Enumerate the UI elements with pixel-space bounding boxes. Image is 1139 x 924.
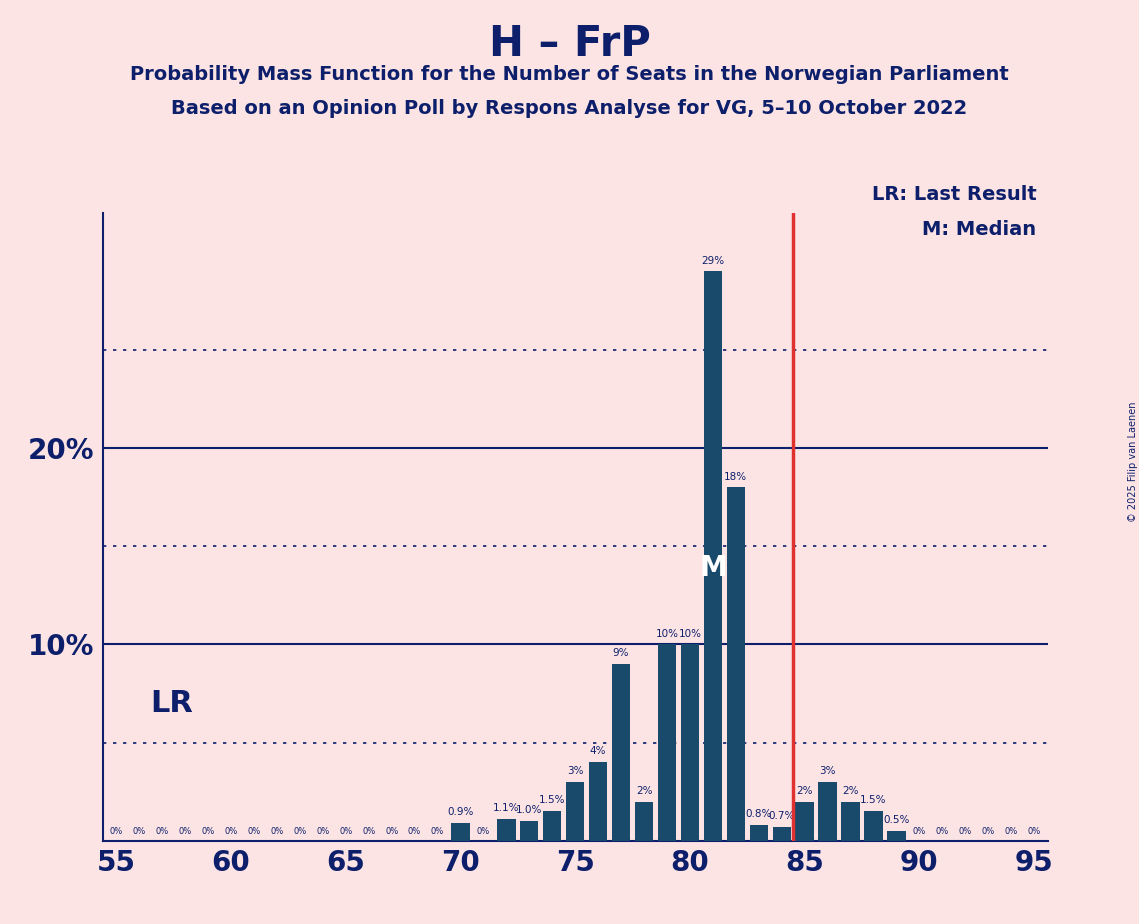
Bar bbox=[865, 811, 883, 841]
Text: 0%: 0% bbox=[912, 827, 926, 836]
Text: 0%: 0% bbox=[1027, 827, 1041, 836]
Text: 0%: 0% bbox=[156, 827, 169, 836]
Text: 1.5%: 1.5% bbox=[539, 796, 565, 806]
Text: 0%: 0% bbox=[293, 827, 306, 836]
Text: 0%: 0% bbox=[179, 827, 191, 836]
Text: 0%: 0% bbox=[202, 827, 214, 836]
Text: 2%: 2% bbox=[796, 785, 813, 796]
Text: 18%: 18% bbox=[724, 471, 747, 481]
Text: 9%: 9% bbox=[613, 649, 630, 658]
Text: 0.5%: 0.5% bbox=[883, 815, 910, 825]
Text: Probability Mass Function for the Number of Seats in the Norwegian Parliament: Probability Mass Function for the Number… bbox=[130, 65, 1009, 84]
Text: 0%: 0% bbox=[959, 827, 972, 836]
Bar bbox=[498, 820, 516, 841]
Bar bbox=[612, 664, 630, 841]
Text: 10%: 10% bbox=[679, 628, 702, 638]
Bar bbox=[842, 801, 860, 841]
Text: 0%: 0% bbox=[109, 827, 123, 836]
Text: 0%: 0% bbox=[1005, 827, 1018, 836]
Text: 3%: 3% bbox=[567, 766, 583, 776]
Text: M: M bbox=[699, 553, 727, 581]
Text: 2%: 2% bbox=[843, 785, 859, 796]
Text: 4%: 4% bbox=[590, 747, 606, 757]
Text: 29%: 29% bbox=[702, 256, 724, 265]
Bar bbox=[727, 488, 745, 841]
Text: 0%: 0% bbox=[247, 827, 261, 836]
Text: LR: LR bbox=[150, 689, 194, 718]
Bar bbox=[887, 831, 906, 841]
Text: 0%: 0% bbox=[339, 827, 352, 836]
Bar bbox=[634, 801, 653, 841]
Bar bbox=[772, 827, 790, 841]
Bar bbox=[704, 272, 722, 841]
Bar bbox=[566, 782, 584, 841]
Text: 0%: 0% bbox=[477, 827, 490, 836]
Bar bbox=[589, 762, 607, 841]
Text: 0%: 0% bbox=[317, 827, 329, 836]
Text: 3%: 3% bbox=[819, 766, 836, 776]
Bar bbox=[658, 645, 677, 841]
Text: LR: Last Result: LR: Last Result bbox=[871, 185, 1036, 204]
Text: H – FrP: H – FrP bbox=[489, 23, 650, 65]
Text: 0%: 0% bbox=[408, 827, 421, 836]
Text: 0.9%: 0.9% bbox=[448, 808, 474, 818]
Text: 0%: 0% bbox=[936, 827, 949, 836]
Text: 10%: 10% bbox=[655, 628, 679, 638]
Text: 0%: 0% bbox=[270, 827, 284, 836]
Bar bbox=[681, 645, 699, 841]
Bar bbox=[819, 782, 837, 841]
Text: 0%: 0% bbox=[362, 827, 376, 836]
Text: © 2025 Filip van Laenen: © 2025 Filip van Laenen bbox=[1129, 402, 1138, 522]
Text: Based on an Opinion Poll by Respons Analyse for VG, 5–10 October 2022: Based on an Opinion Poll by Respons Anal… bbox=[171, 99, 968, 118]
Bar bbox=[451, 823, 469, 841]
Text: 0%: 0% bbox=[385, 827, 399, 836]
Text: 1.5%: 1.5% bbox=[860, 796, 887, 806]
Text: M: Median: M: Median bbox=[923, 220, 1036, 239]
Bar bbox=[521, 821, 539, 841]
Text: 0.8%: 0.8% bbox=[746, 809, 772, 820]
Text: 1.1%: 1.1% bbox=[493, 803, 519, 813]
Text: 0.7%: 0.7% bbox=[769, 811, 795, 821]
Text: 0%: 0% bbox=[982, 827, 994, 836]
Bar bbox=[795, 801, 814, 841]
Text: 0%: 0% bbox=[431, 827, 444, 836]
Bar bbox=[749, 825, 768, 841]
Bar bbox=[543, 811, 562, 841]
Text: 0%: 0% bbox=[224, 827, 238, 836]
Text: 0%: 0% bbox=[132, 827, 146, 836]
Text: 2%: 2% bbox=[636, 785, 653, 796]
Text: 1.0%: 1.0% bbox=[516, 806, 542, 815]
